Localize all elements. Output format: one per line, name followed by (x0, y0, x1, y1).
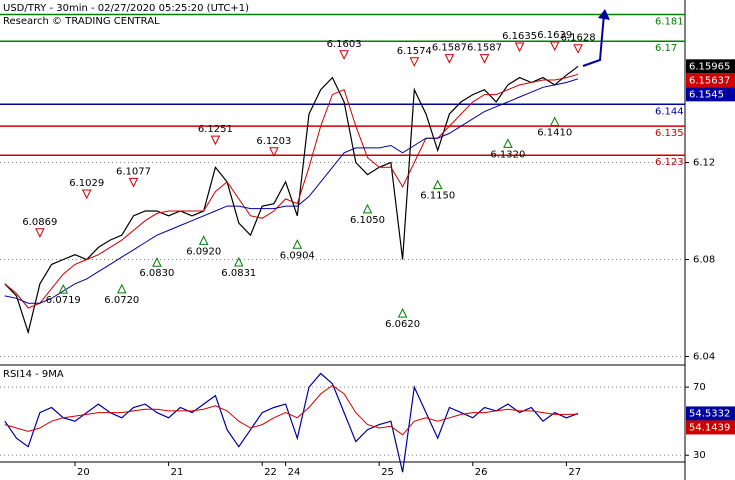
high-marker (444, 54, 455, 64)
high-marker (81, 189, 92, 200)
last-value-label: 54.5332 (689, 408, 730, 419)
series-line (4, 73, 579, 309)
level-label: 6.135 (655, 128, 684, 139)
chart-layer: 6.04 6.08 6.12 6.181 6.17 6.144 6.135 6.123 6.08… (0, 13, 735, 478)
low-marker (503, 138, 513, 148)
low-label: 6.0719 (46, 295, 81, 306)
x-tick-label: 20 (77, 467, 90, 478)
low-marker (397, 308, 408, 318)
last-value-label: 6.15965 (689, 61, 730, 72)
low-marker (432, 179, 443, 190)
high-marker (210, 135, 221, 146)
high-marker (514, 42, 525, 53)
x-tick-label: 21 (171, 467, 184, 478)
last-value-tag (686, 420, 735, 435)
low-label: 6.1150 (420, 191, 455, 202)
high-label: 6.1639 (537, 30, 572, 41)
low-label: 6.0720 (104, 295, 139, 306)
last-value-tag (686, 87, 735, 102)
high-label: 6.1628 (561, 33, 596, 44)
x-tick-label: 25 (381, 467, 394, 478)
x-tick-label: 22 (264, 467, 277, 478)
last-value-tag (686, 73, 735, 88)
series-line (4, 384, 579, 436)
last-value-label: 6.15637 (689, 75, 730, 86)
low-marker (58, 284, 69, 294)
low-marker (116, 283, 127, 294)
high-marker (339, 50, 349, 60)
low-marker (198, 235, 209, 245)
high-marker (35, 228, 45, 238)
high-label: 6.1077 (116, 166, 151, 177)
low-label: 6.0920 (186, 246, 221, 257)
low-label: 6.0831 (221, 268, 256, 279)
level-label: 6.123 (655, 157, 684, 168)
high-label: 6.1635 (502, 31, 537, 42)
level-label: 6.181 (655, 17, 684, 28)
low-label: 6.0830 (139, 268, 174, 279)
level-label: 6.144 (655, 106, 684, 117)
last-value-label: 6.1545 (689, 89, 724, 100)
high-label: 6.1587 (432, 43, 467, 54)
series-line (4, 65, 579, 335)
high-marker (128, 177, 139, 188)
high-marker (479, 54, 490, 64)
high-marker (549, 41, 560, 52)
projection-arrow (582, 13, 605, 67)
y-tick-label: 6.12 (693, 157, 715, 168)
chart-subtitle: Research © TRADING CENTRAL (3, 16, 160, 27)
low-label: 6.1050 (350, 215, 385, 226)
high-label: 6.1603 (327, 39, 362, 50)
x-tick-label: 27 (568, 467, 581, 478)
series-line (4, 372, 579, 473)
y-tick-label: 6.08 (693, 255, 715, 266)
last-value-tag (686, 59, 735, 74)
low-marker (233, 256, 244, 267)
high-marker (573, 44, 583, 54)
low-marker (292, 239, 303, 249)
high-marker (409, 57, 420, 67)
low-marker (549, 116, 560, 127)
y-tick-label: 30 (693, 450, 706, 461)
high-label: 6.1203 (256, 136, 291, 147)
series-line (4, 78, 579, 304)
x-tick-label: 24 (288, 467, 301, 478)
rsi-title: RSI14 - 9MA (3, 369, 64, 380)
projection-arrow-head (598, 9, 610, 20)
last-value-label: 54.1439 (689, 422, 730, 433)
low-label: 6.0620 (385, 319, 420, 330)
high-label: 6.0869 (22, 217, 57, 228)
chart-title: USD/TRY - 30min - 02/27/2020 05:25:20 (U… (3, 3, 249, 14)
low-marker (362, 203, 373, 214)
low-label: 6.0904 (280, 250, 315, 261)
low-marker (152, 257, 162, 267)
low-label: 6.1320 (490, 149, 525, 160)
level-label: 6.17 (655, 43, 677, 54)
y-tick-label: 6.04 (693, 352, 715, 363)
low-label: 6.1410 (537, 128, 572, 139)
high-label: 6.1574 (397, 46, 432, 57)
x-tick-label: 26 (475, 467, 488, 478)
high-label: 6.1029 (69, 178, 104, 189)
high-label: 6.1251 (198, 124, 233, 135)
last-value-tag (686, 406, 735, 421)
y-tick-label: 70 (693, 382, 706, 393)
high-label: 6.1587 (467, 43, 502, 54)
high-marker (269, 147, 279, 157)
